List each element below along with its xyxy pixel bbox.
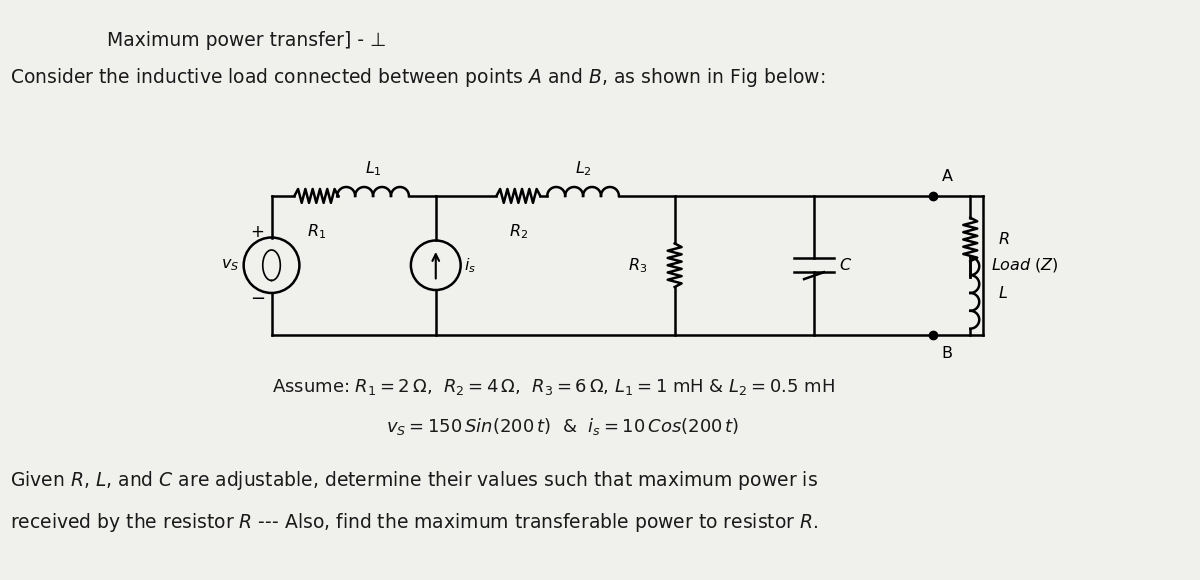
Text: $C$: $C$: [839, 258, 852, 273]
Text: $L_1$: $L_1$: [365, 160, 382, 178]
Text: $R_2$: $R_2$: [509, 223, 528, 241]
Text: Consider the inductive load connected between points $\mathit{A}$ and $\mathit{B: Consider the inductive load connected be…: [10, 66, 824, 89]
Text: A: A: [942, 169, 953, 184]
Text: Maximum power transfer] - ⊥: Maximum power transfer] - ⊥: [107, 31, 386, 50]
Text: +: +: [251, 223, 264, 241]
Text: −: −: [250, 290, 265, 308]
Text: $R_1$: $R_1$: [307, 223, 326, 241]
Text: received by the resistor $R$ --- Also, find the maximum transferable power to re: received by the resistor $R$ --- Also, f…: [10, 511, 818, 534]
Text: $R$: $R$: [998, 231, 1009, 248]
Text: Assume: $R_1 = 2\,\Omega$,  $R_2 = 4\,\Omega$,  $R_3 = 6\,\Omega$, $L_1 = 1$ mH : Assume: $R_1 = 2\,\Omega$, $R_2 = 4\,\Om…: [271, 377, 834, 397]
Text: B: B: [942, 346, 953, 361]
Text: $v_S = 150\,Sin(200\,t)$  &  $i_s = 10\,Cos(200\,t)$: $v_S = 150\,Sin(200\,t)$ & $i_s = 10\,Co…: [386, 416, 739, 437]
Text: $i_s$: $i_s$: [463, 256, 475, 274]
Text: Given $R$, $L$, and $C$ are adjustable, determine their values such that maximum: Given $R$, $L$, and $C$ are adjustable, …: [10, 469, 817, 492]
Text: $L_2$: $L_2$: [575, 160, 592, 178]
Text: Load $(Z)$: Load $(Z)$: [991, 256, 1060, 274]
Text: $R_3$: $R_3$: [628, 256, 647, 274]
Text: $L$: $L$: [998, 285, 1008, 301]
Text: $v_S$: $v_S$: [221, 258, 239, 273]
